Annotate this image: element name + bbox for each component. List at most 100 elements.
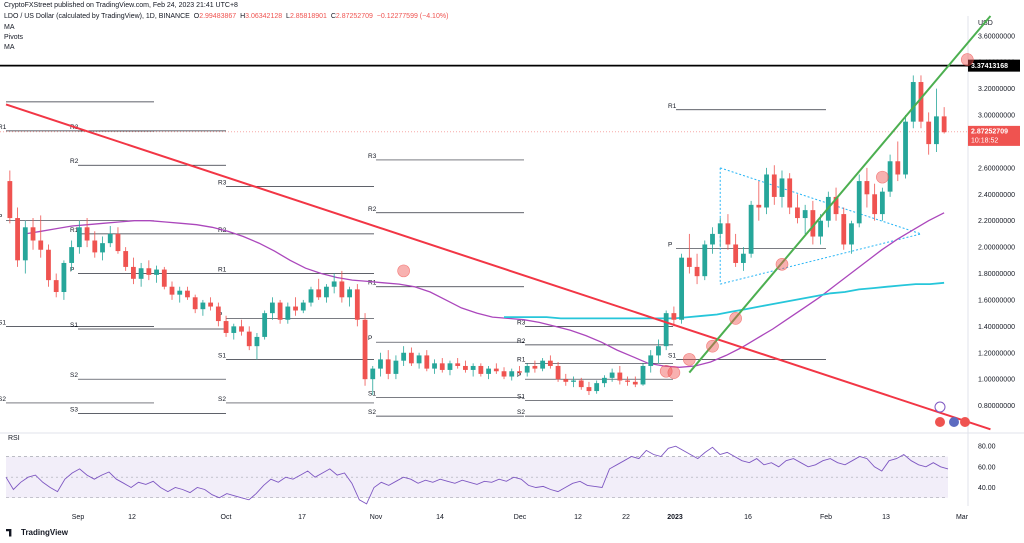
candle-body: [532, 365, 538, 369]
indicator-pivots[interactable]: Pivots: [4, 34, 24, 41]
indicator-ma-2[interactable]: MA: [4, 44, 15, 51]
pivot-level-label: R3: [368, 153, 377, 160]
lightning-icon: [934, 401, 946, 413]
time-axis-label: 2023: [667, 514, 683, 521]
pivot-level-label: S2: [368, 409, 376, 416]
candle-body: [841, 214, 847, 245]
price-axis-label: 1.00000000: [978, 377, 1015, 384]
candle-body: [679, 257, 685, 320]
candle-body: [918, 82, 924, 122]
pivot-level-label: P: [517, 372, 521, 379]
candle-body: [756, 204, 762, 208]
candle-body: [710, 233, 715, 245]
pivot-level-label: R1: [0, 124, 7, 131]
ohlc-change: −0.12277599 (−4.10%): [376, 13, 449, 20]
candle-body: [393, 360, 399, 374]
time-axis-label: Sep: [72, 514, 85, 521]
pivot-level-label: S1: [218, 352, 226, 359]
candle-body: [717, 223, 723, 234]
candle-body: [215, 306, 221, 322]
candle-body: [879, 191, 885, 215]
candle-body: [463, 365, 468, 370]
candle-body: [331, 281, 337, 287]
time-axis-label: Mar: [956, 514, 969, 521]
candle-body: [293, 306, 298, 311]
pivot-level-label: R3: [218, 179, 227, 186]
tradingview-logo[interactable]: TradingView: [6, 528, 68, 537]
candle-body: [656, 346, 661, 356]
indicator-ma-1[interactable]: MA: [4, 24, 15, 31]
candle-body: [53, 280, 59, 293]
candle-body: [910, 82, 916, 122]
candle-body: [540, 360, 546, 369]
pivot-level-label: P: [668, 241, 672, 248]
rsi-line: [5, 445, 949, 505]
candle-body: [694, 266, 700, 277]
candle-body: [926, 121, 932, 145]
candle-body: [740, 253, 746, 263]
last-price-label: 2.87252709: [971, 128, 1008, 135]
pivot-level-label: S1: [0, 319, 6, 326]
candle-body: [378, 359, 383, 369]
candle-body: [702, 244, 708, 277]
highlight-circle: [876, 170, 889, 184]
candle-body: [362, 319, 368, 380]
candle-body: [231, 326, 237, 333]
candle-body: [849, 223, 854, 245]
candle-body: [872, 194, 878, 215]
symbol-legend[interactable]: LDO / US Dollar (calculated by TradingVi…: [4, 13, 448, 20]
candle-body: [509, 371, 515, 377]
resistance-price-label: 3.37413168: [971, 63, 1008, 70]
candle-body: [154, 269, 159, 275]
candle-body: [262, 313, 268, 337]
candle-body: [748, 204, 754, 254]
candle-body: [123, 251, 129, 267]
time-axis-label: Oct: [221, 514, 232, 521]
candle-body: [447, 363, 453, 370]
candle-body: [640, 365, 646, 385]
resistance-price-tag: [968, 59, 1020, 72]
pivot-level-label: R1: [70, 227, 79, 234]
flag-icon: [949, 417, 959, 427]
time-axis-label: 14: [436, 514, 444, 521]
candle-body: [354, 289, 360, 320]
time-axis-label: 17: [298, 514, 306, 521]
publisher-credit: CryptoFXStreet published on TradingView.…: [4, 2, 238, 9]
rsi-label: RSI: [8, 435, 20, 442]
candle-body: [254, 336, 260, 347]
candle-body: [46, 249, 51, 281]
candle-body: [38, 240, 44, 250]
candle-body: [416, 355, 422, 364]
pivot-level-label: R2: [368, 206, 377, 213]
flag-icon: [935, 417, 945, 427]
candle-body: [401, 352, 407, 361]
candle-body: [61, 262, 67, 293]
candle-body: [385, 359, 391, 374]
pivot-level-label: S1: [517, 393, 525, 400]
candle-body: [15, 218, 20, 261]
candle-body: [625, 380, 630, 382]
candle-body: [671, 313, 677, 320]
candle-body: [7, 181, 13, 219]
rsi-axis-label: 80.00: [978, 444, 996, 451]
price-axis-label: 1.20000000: [978, 350, 1015, 357]
candle-body: [725, 223, 731, 245]
candle-body: [555, 365, 561, 380]
candle-body: [478, 365, 484, 374]
candle-body: [486, 368, 491, 374]
highlight-circle: [729, 312, 742, 325]
candle-body: [795, 207, 800, 219]
pivot-level-label: S2: [218, 396, 226, 403]
time-axis-label: 16: [744, 514, 752, 521]
candle-body: [501, 371, 507, 377]
candle-body: [455, 363, 461, 366]
candle-body: [787, 178, 793, 208]
ohlc-close: C2.87252709: [330, 13, 373, 20]
candle-body: [470, 365, 476, 370]
time-axis-label: Nov: [370, 514, 383, 521]
red-downtrend-line: [5, 103, 991, 431]
candle-body: [733, 244, 739, 263]
candle-body: [934, 116, 939, 145]
candle-body: [424, 355, 430, 369]
